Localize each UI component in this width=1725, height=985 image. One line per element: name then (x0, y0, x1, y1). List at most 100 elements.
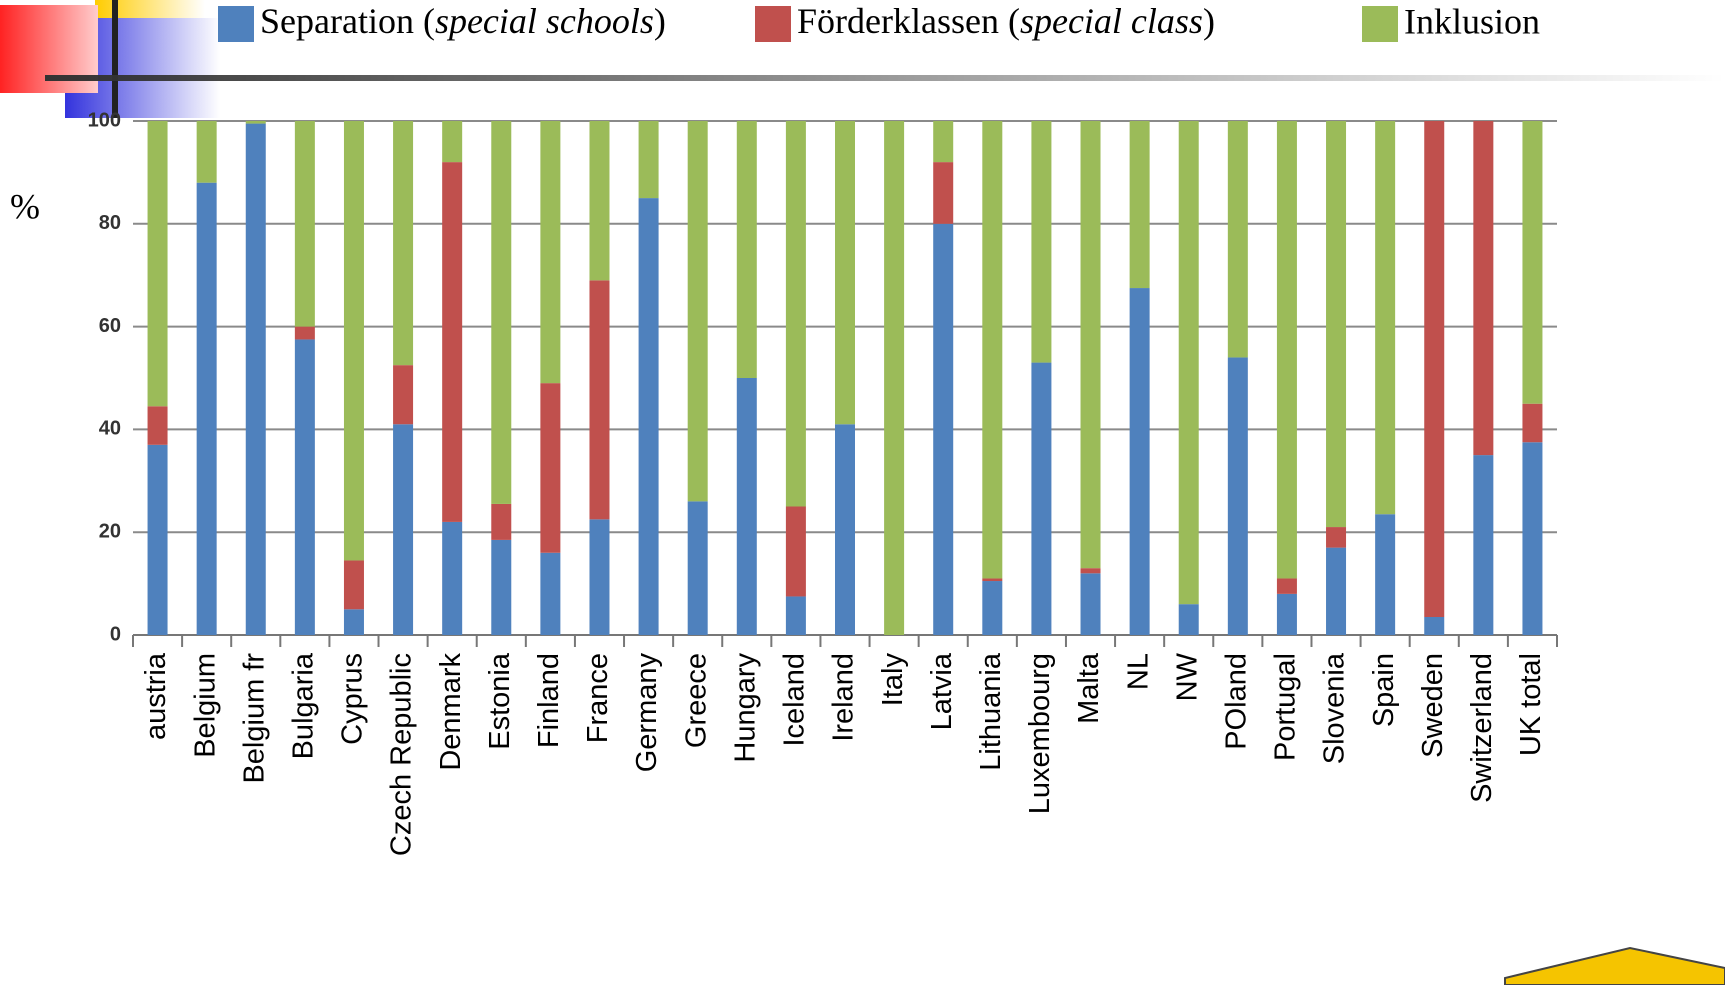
bar-segment (785, 121, 806, 507)
bar-segment (835, 121, 855, 425)
bar-segment (687, 501, 708, 635)
bar-segment (1227, 357, 1248, 635)
x-tick-label: Ireland (828, 653, 860, 742)
bar-segment (147, 444, 168, 635)
bar-segment (1326, 547, 1347, 635)
bar-segment (1276, 593, 1297, 635)
bar-segment (1424, 617, 1445, 635)
x-tick-label: Czech Republic (386, 653, 418, 856)
x-tick-label: UK total (1515, 653, 1547, 756)
bar-segment (638, 198, 659, 635)
bar-segment (785, 506, 806, 597)
bar-segment (393, 365, 414, 425)
bar-segment (687, 121, 708, 502)
bar-segment (147, 406, 168, 445)
bar-segment (343, 609, 364, 635)
bar-segment (1080, 573, 1101, 635)
bar-segment (491, 503, 512, 540)
bar-segment (196, 121, 217, 183)
bar-segment (294, 326, 315, 340)
bar-segment (1031, 121, 1052, 363)
bar-segment (540, 121, 561, 384)
x-tick-label: Switzerland (1466, 653, 1498, 803)
x-tick-label: Estonia (484, 652, 516, 750)
x-tick-label: Hungary (729, 653, 761, 763)
y-tick-label: 20 (99, 520, 121, 542)
legend-swatch (1362, 6, 1398, 42)
x-tick-label: Latvia (926, 652, 958, 730)
bar-segment (1375, 121, 1396, 515)
bar-segment (1080, 121, 1101, 569)
bar-segment (1276, 121, 1297, 579)
y-tick-label: 0 (110, 623, 121, 645)
bar-segment (294, 121, 315, 327)
bar-segment (1178, 604, 1199, 635)
x-tick-label: Portugal (1270, 653, 1302, 761)
bar-segment (933, 121, 954, 163)
bar-segment (589, 121, 610, 281)
bar-segment (589, 280, 610, 520)
bar-segment (540, 552, 561, 635)
legend-label: Separation (special schools) (260, 1, 666, 41)
bar-segment (736, 378, 757, 635)
bar-segment (785, 596, 806, 635)
bar-segment (343, 121, 364, 561)
bar-segment (1326, 121, 1347, 528)
bar-segment (1031, 362, 1052, 635)
bar-segment (491, 539, 512, 635)
bar-segment (491, 121, 512, 504)
x-tick-label: Greece (680, 653, 712, 748)
legend-label: Förderklassen (special class) (797, 1, 1215, 41)
bar-segment (343, 560, 364, 610)
x-tick-label: Iceland (779, 653, 811, 747)
bar-segment (1522, 403, 1543, 443)
bar-segment (1522, 121, 1543, 404)
y-tick-label: 60 (99, 315, 121, 337)
bar-segment (1129, 121, 1150, 289)
x-tick-label: Slovenia (1319, 652, 1351, 764)
bar-segment (245, 123, 266, 635)
y-axis-label: % (10, 186, 40, 226)
x-tick-label: Italy (877, 653, 909, 707)
bar-segment (442, 162, 463, 522)
y-tick-label: 100 (88, 109, 121, 131)
x-tick-label: POland (1220, 653, 1252, 750)
bar-segment (933, 223, 954, 636)
y-tick-label: 40 (99, 418, 121, 440)
bar-segment (884, 121, 905, 635)
x-tick-label: Spain (1368, 653, 1400, 727)
x-tick-label: Finland (533, 653, 565, 748)
legend-swatch (218, 6, 254, 42)
bar-segment (736, 121, 757, 378)
x-tick-label: Denmark (435, 653, 467, 771)
bar-segment (393, 424, 414, 635)
x-tick-label: Malta (1073, 652, 1105, 724)
bar-segment (982, 581, 1003, 635)
x-tick-label: NW (1171, 652, 1203, 701)
bar-segment (1227, 121, 1248, 358)
legend-label: Inklusion (1404, 1, 1540, 41)
x-tick-label: Luxembourg (1024, 653, 1056, 814)
x-tick-label: Germany (631, 653, 663, 773)
bar-segment (147, 121, 168, 407)
x-tick-label: Sweden (1417, 653, 1449, 758)
bar-segment (1375, 514, 1396, 635)
bar-segment (442, 521, 463, 635)
bar-segment (638, 121, 659, 199)
x-tick-label: austria (140, 652, 172, 740)
bar-segment (1424, 121, 1445, 618)
x-tick-label: Bulgaria (288, 652, 320, 759)
bar-segment (835, 424, 855, 635)
x-tick-label: Cyprus (337, 653, 369, 745)
y-tick-label: 80 (99, 212, 121, 234)
x-tick-label: NL (1122, 653, 1154, 690)
bar-segment (589, 519, 610, 635)
bar-segment (933, 162, 954, 224)
bar-segment (540, 383, 561, 553)
legend-swatch (755, 6, 791, 42)
bar-segment (982, 121, 1003, 579)
bar-segment (982, 578, 1003, 582)
bar-segment (1276, 578, 1297, 594)
